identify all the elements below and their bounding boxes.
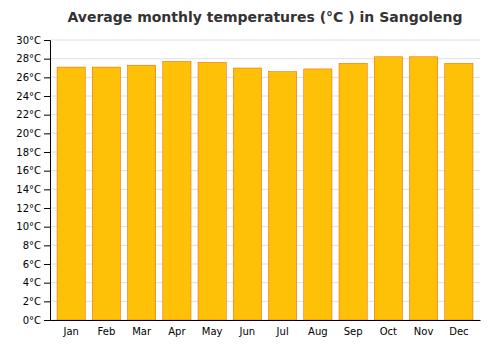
x-tick-label: Feb: [98, 326, 116, 337]
x-tick-label: Mar: [132, 326, 152, 337]
y-tick-mark: [44, 320, 50, 321]
y-tick: 30°C: [16, 35, 50, 46]
y-tick: 22°C: [16, 109, 50, 120]
bar: [128, 65, 156, 320]
y-tick: 2°C: [23, 296, 50, 307]
y-tick-mark: [44, 208, 50, 209]
x-tick: Jun: [239, 326, 256, 337]
y-tick: 0°C: [23, 315, 50, 326]
y-tick-mark: [44, 171, 50, 172]
y-tick-mark: [44, 115, 50, 116]
y-tick-mark: [44, 96, 50, 97]
x-tick-label: Oct: [380, 326, 397, 337]
y-tick: 14°C: [16, 184, 50, 195]
y-tick: 28°C: [16, 53, 50, 64]
y-tick-mark: [44, 40, 50, 41]
x-tick: Jul: [276, 326, 289, 337]
y-tick-label: 30°C: [16, 35, 41, 46]
y-tick-label: 0°C: [23, 315, 41, 326]
y-axis: 0°C 2°C 4°C 6°C 8°C 10°C 12°C 14°C 16°C 18°C 20°C 2…: [16, 35, 50, 326]
x-tick-label: May: [202, 326, 223, 337]
y-tick-mark: [44, 245, 50, 246]
y-tick: 20°C: [16, 128, 50, 139]
y-tick: 12°C: [16, 203, 50, 214]
x-tick: Oct: [380, 326, 397, 337]
x-tick: Nov: [414, 326, 434, 337]
y-tick-mark: [44, 59, 50, 60]
y-tick-mark: [44, 152, 50, 153]
bar: [339, 63, 367, 320]
y-tick-label: 28°C: [16, 53, 41, 64]
y-tick-label: 20°C: [16, 128, 41, 139]
bar: [445, 63, 473, 320]
bar: [374, 57, 402, 320]
x-tick: Mar: [132, 326, 152, 337]
y-tick-label: 2°C: [23, 296, 41, 307]
y-tick-label: 24°C: [16, 91, 41, 102]
x-tick: Aug: [308, 326, 328, 337]
y-tick-label: 18°C: [16, 147, 41, 158]
x-tick-label: Aug: [308, 326, 328, 337]
y-tick: 16°C: [16, 165, 50, 176]
y-tick: 18°C: [16, 147, 50, 158]
chart: 0°C 2°C 4°C 6°C 8°C 10°C 12°C 14°C 16°C 18°C 20°C 2…: [0, 0, 500, 350]
y-tick-mark: [44, 283, 50, 284]
y-tick-mark: [44, 133, 50, 134]
grid: [50, 40, 480, 320]
x-tick-label: Jul: [276, 326, 289, 337]
y-tick-mark: [44, 301, 50, 302]
x-tick-label: Nov: [414, 326, 434, 337]
grid-line: [50, 40, 480, 41]
x-tick: Dec: [449, 326, 468, 337]
x-tick-label: Apr: [168, 326, 186, 337]
x-tick: Sep: [344, 326, 363, 337]
bar: [57, 67, 85, 320]
x-tick-label: Dec: [449, 326, 468, 337]
x-tick: Jan: [62, 326, 78, 337]
y-tick-label: 8°C: [23, 240, 41, 251]
bar: [304, 69, 332, 320]
x-tick-label: Sep: [344, 326, 363, 337]
x-tick-label: Jan: [62, 326, 78, 337]
x-tick-label: Jun: [239, 326, 256, 337]
y-tick: 26°C: [16, 72, 50, 83]
y-axis-line: [44, 41, 51, 321]
y-tick-label: 22°C: [16, 109, 41, 120]
plot-area: [57, 57, 473, 320]
y-tick-mark: [44, 189, 50, 190]
y-tick: 10°C: [16, 221, 50, 232]
y-tick: 24°C: [16, 91, 50, 102]
x-axis-line: [51, 320, 481, 321]
y-tick: 8°C: [23, 240, 50, 251]
y-tick-label: 4°C: [23, 277, 41, 288]
bar: [163, 61, 191, 320]
y-tick: 4°C: [23, 277, 50, 288]
x-tick: Apr: [168, 326, 186, 337]
y-tick-label: 12°C: [16, 203, 41, 214]
x-axis: Jan Feb Mar Apr May Jun Jul Aug Sep Oct Nov Dec: [51, 321, 481, 338]
bar: [233, 68, 261, 320]
bar: [198, 62, 226, 320]
y-tick-label: 16°C: [16, 165, 41, 176]
y-tick-label: 26°C: [16, 72, 41, 83]
x-tick: Feb: [98, 326, 116, 337]
y-tick-label: 6°C: [23, 259, 41, 270]
y-tick-mark: [44, 227, 50, 228]
bar: [92, 67, 120, 320]
y-tick: 6°C: [23, 259, 50, 270]
y-tick-mark: [44, 77, 50, 78]
title: Average monthly temperatures (°C ) in Sa…: [67, 9, 462, 25]
y-tick-mark: [44, 264, 50, 265]
bar: [410, 57, 438, 320]
y-tick-label: 10°C: [16, 221, 41, 232]
bar: [269, 72, 297, 320]
x-tick: May: [202, 326, 223, 337]
y-tick-label: 14°C: [16, 184, 41, 195]
